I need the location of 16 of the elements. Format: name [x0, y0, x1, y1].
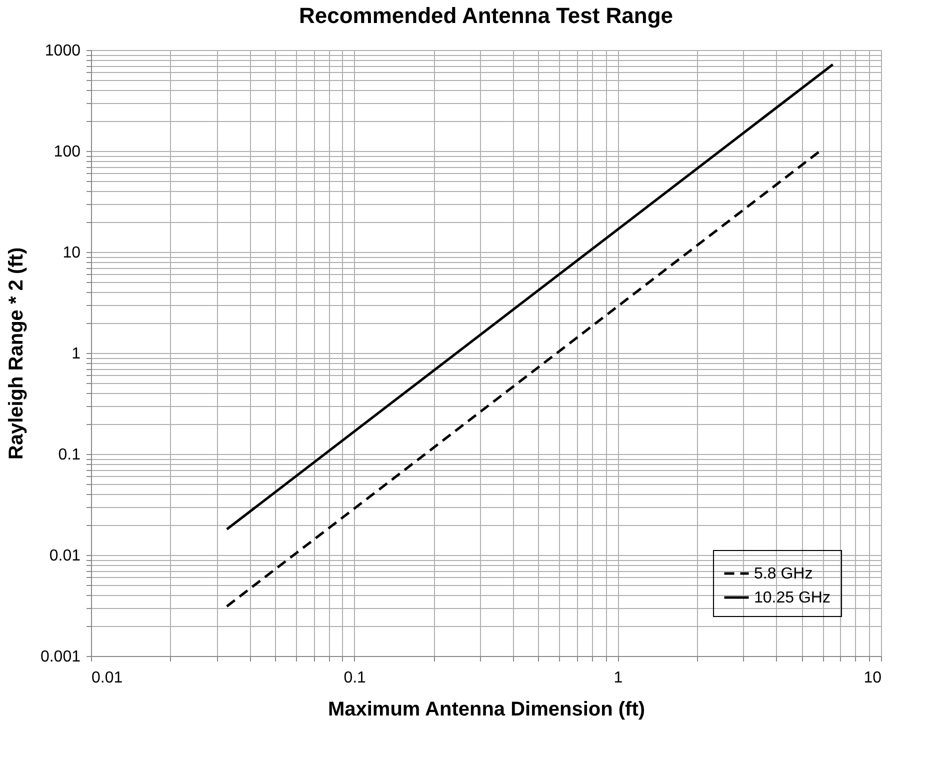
y-tick-label: 0.001	[40, 648, 81, 666]
y-tick-label: 10	[62, 244, 81, 262]
x-axis-title: Maximum Antenna Dimension (ft)	[328, 698, 646, 720]
y-axis-title: Rayleigh Range * 2 (ft)	[5, 247, 28, 460]
x-tick-label: 0.01	[92, 670, 123, 686]
y-tick-label: 1000	[44, 42, 81, 60]
chart-title: Recommended Antenna Test Range	[298, 3, 674, 28]
legend-label: 10.25 GHz	[754, 590, 830, 606]
x-tick-label: 0.1	[344, 670, 366, 686]
legend-label: 5.8 GHz	[754, 566, 813, 582]
x-tick-label: 1	[614, 670, 623, 686]
x-tick-label: 10	[864, 670, 882, 686]
y-tick-label: 0.01	[49, 548, 81, 564]
y-tick-label: 1	[72, 346, 81, 362]
y-tick-label: 0.1	[58, 446, 81, 464]
y-tick-label: 100	[54, 144, 81, 160]
